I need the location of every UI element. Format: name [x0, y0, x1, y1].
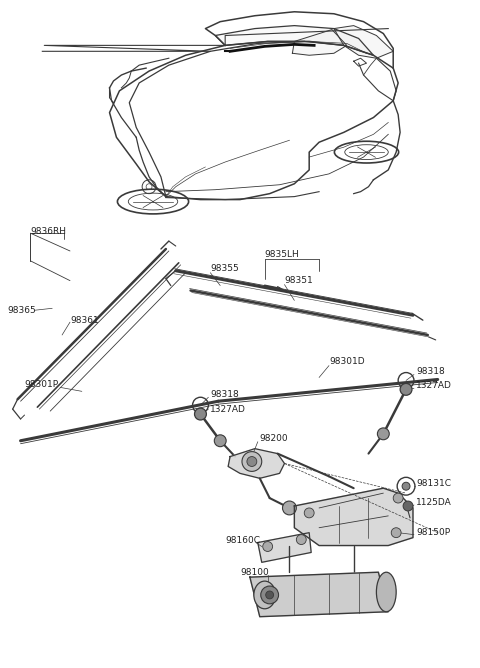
Text: 98301P: 98301P	[24, 380, 59, 389]
Circle shape	[403, 501, 413, 511]
Circle shape	[377, 428, 389, 440]
Text: 9836RH: 9836RH	[30, 226, 66, 236]
Circle shape	[391, 528, 401, 538]
Text: 98361: 98361	[70, 316, 99, 325]
Circle shape	[242, 452, 262, 472]
Circle shape	[194, 408, 206, 420]
Ellipse shape	[376, 572, 396, 612]
Text: 98131C: 98131C	[416, 479, 451, 488]
Text: 1125DA: 1125DA	[416, 498, 452, 506]
Circle shape	[263, 542, 273, 552]
Text: 98160C: 98160C	[225, 536, 260, 545]
Text: 98318: 98318	[416, 367, 444, 376]
Circle shape	[393, 493, 403, 503]
Circle shape	[247, 456, 257, 466]
Text: 9835LH: 9835LH	[264, 250, 300, 259]
Text: 98200: 98200	[260, 434, 288, 444]
Polygon shape	[250, 572, 388, 617]
Circle shape	[266, 591, 274, 599]
Text: 98100: 98100	[240, 568, 269, 576]
Circle shape	[402, 482, 410, 490]
Text: 98351: 98351	[285, 276, 313, 285]
Circle shape	[283, 501, 296, 515]
Text: 98150P: 98150P	[416, 528, 450, 537]
Polygon shape	[292, 29, 347, 55]
Circle shape	[296, 534, 306, 544]
Polygon shape	[294, 488, 413, 546]
Text: 98365: 98365	[8, 306, 36, 315]
Polygon shape	[258, 532, 311, 562]
Polygon shape	[228, 449, 285, 478]
Circle shape	[304, 508, 314, 518]
Circle shape	[400, 383, 412, 395]
Ellipse shape	[254, 581, 276, 609]
Text: 98318: 98318	[210, 390, 239, 399]
Text: 1327AD: 1327AD	[416, 381, 452, 390]
Text: 98355: 98355	[210, 265, 239, 273]
Polygon shape	[216, 25, 373, 55]
Text: 98301D: 98301D	[329, 357, 365, 366]
Circle shape	[261, 586, 278, 604]
Circle shape	[214, 435, 226, 447]
Text: 1327AD: 1327AD	[210, 405, 246, 413]
Polygon shape	[334, 25, 393, 58]
